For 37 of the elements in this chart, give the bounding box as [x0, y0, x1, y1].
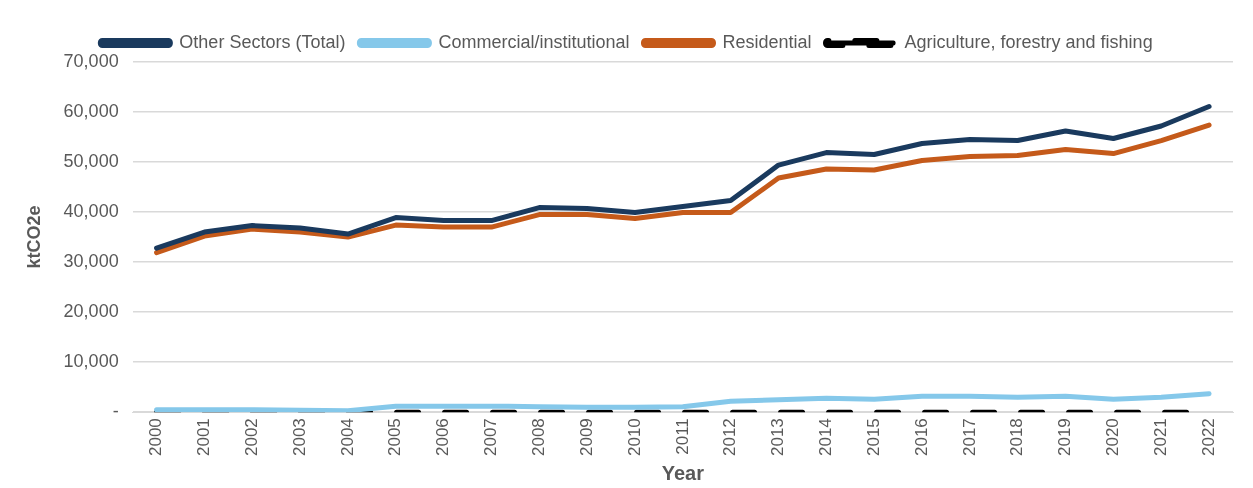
y-axis-title: ktCO2e [23, 205, 44, 269]
y-tick-label: 70,000 [63, 50, 119, 71]
y-tick-label: 40,000 [63, 201, 119, 222]
legend-label: Agriculture, forestry and fishing [904, 31, 1153, 52]
x-tick-label: 2008 [528, 418, 548, 457]
legend-label: Commercial/institutional [438, 31, 630, 52]
x-tick-label: 2011 [672, 418, 692, 455]
y-tick-label: 10,000 [63, 351, 119, 372]
x-tick-label: 2014 [816, 418, 836, 457]
x-tick-label: 2019 [1055, 418, 1075, 457]
x-tick-label: 2004 [337, 418, 357, 457]
x-tick-label: 2012 [720, 418, 740, 457]
x-tick-label: 2016 [911, 418, 931, 457]
y-tick-label: 20,000 [63, 301, 119, 322]
x-axis-title: Year [661, 461, 705, 484]
x-tick-label: 2000 [146, 418, 166, 457]
y-tick-label: 30,000 [63, 251, 119, 272]
x-tick-label: 2013 [768, 418, 788, 457]
x-tick-label: 2006 [433, 418, 453, 457]
legend-label: Other Sectors (Total) [179, 31, 346, 52]
x-tick-label: 2003 [289, 418, 309, 457]
x-tick-label: 2018 [1007, 418, 1027, 457]
x-tick-label: 2010 [624, 418, 644, 457]
x-tick-label: 2020 [1103, 418, 1123, 457]
x-tick-label: 2017 [959, 418, 979, 457]
x-tick-label: 2001 [194, 418, 214, 457]
x-tick-label: 2005 [385, 418, 405, 457]
x-tick-label: 2002 [241, 418, 261, 457]
x-tick-label: 2007 [481, 418, 501, 457]
y-tick-label: - [112, 401, 119, 422]
x-tick-label: 2022 [1198, 418, 1218, 457]
x-tick-label: 2015 [863, 418, 883, 457]
legend-label: Residential [722, 31, 812, 52]
y-tick-label: 60,000 [63, 100, 119, 121]
y-tick-label: 50,000 [63, 151, 119, 172]
x-tick-label: 2021 [1150, 418, 1170, 457]
x-tick-label: 2009 [576, 418, 596, 457]
